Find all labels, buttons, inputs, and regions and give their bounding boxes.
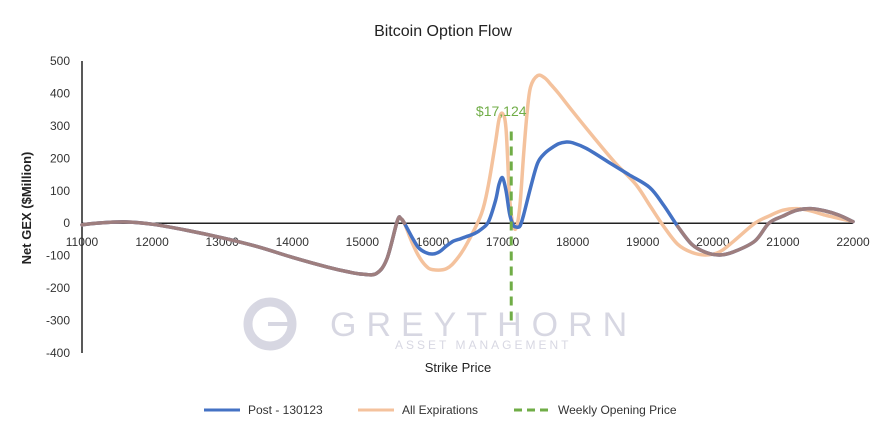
x-tick-label: 16000 bbox=[416, 235, 450, 249]
x-tick-label: 21000 bbox=[766, 235, 800, 249]
y-tick-label: -200 bbox=[46, 281, 70, 295]
series-line-post-130123-3 bbox=[676, 206, 855, 257]
x-tick-label: 22000 bbox=[836, 235, 870, 249]
y-tick-label: 0 bbox=[63, 216, 70, 230]
y-tick-label: 500 bbox=[50, 54, 70, 68]
vline-layer: $17,124 bbox=[476, 103, 527, 321]
x-tick-label: 17000 bbox=[486, 235, 520, 249]
chart-title: Bitcoin Option Flow bbox=[374, 23, 512, 40]
y-tick-label: 400 bbox=[50, 86, 70, 100]
series-line-all-expirations-0 bbox=[80, 73, 855, 277]
legend-label-post-130123: Post - 130123 bbox=[248, 403, 323, 417]
legend: Post - 130123 All Expirations Weekly Openi… bbox=[204, 403, 677, 417]
x-tick-label: 18000 bbox=[556, 235, 590, 249]
series-line-post-130123-2 bbox=[80, 215, 407, 277]
series-line-post-130123-1 bbox=[80, 140, 855, 277]
y-tick-label: -400 bbox=[46, 346, 70, 360]
x-tick-label: 11000 bbox=[66, 235, 99, 249]
y-tick-label: 300 bbox=[50, 119, 70, 133]
x-tick-label: 12000 bbox=[135, 235, 169, 249]
x-axis-label: Strike Price bbox=[425, 360, 491, 375]
y-tick-label: 100 bbox=[50, 184, 70, 198]
x-tick-label: 15000 bbox=[346, 235, 380, 249]
greythorn-watermark: GREYTHORN ASSET MANAGEMENT bbox=[243, 297, 637, 352]
x-tick-label: 14000 bbox=[276, 235, 310, 249]
x-tick-label: 20000 bbox=[696, 235, 730, 249]
watermark-tagline: ASSET MANAGEMENT bbox=[395, 338, 571, 352]
y-tick-label: -300 bbox=[46, 314, 70, 328]
legend-label-weekly-opening-price: Weekly Opening Price bbox=[558, 403, 677, 417]
y-tick-label: -100 bbox=[46, 249, 70, 263]
legend-label-all-expirations: All Expirations bbox=[402, 403, 478, 417]
y-tick-label: 200 bbox=[50, 151, 70, 165]
axes-layer: -400 -300 -200 -100 0 100 200 300 400 500 11000 120… bbox=[46, 54, 870, 360]
watermark-brand: GREYTHORN bbox=[330, 306, 637, 344]
weekly-opening-price-annotation: $17,124 bbox=[476, 103, 527, 119]
x-tick-label: 19000 bbox=[626, 235, 660, 249]
series-layer bbox=[80, 73, 855, 277]
y-axis-label: Net GEX ($Million) bbox=[19, 152, 34, 265]
watermark-logo-arrow-icon bbox=[268, 322, 296, 326]
